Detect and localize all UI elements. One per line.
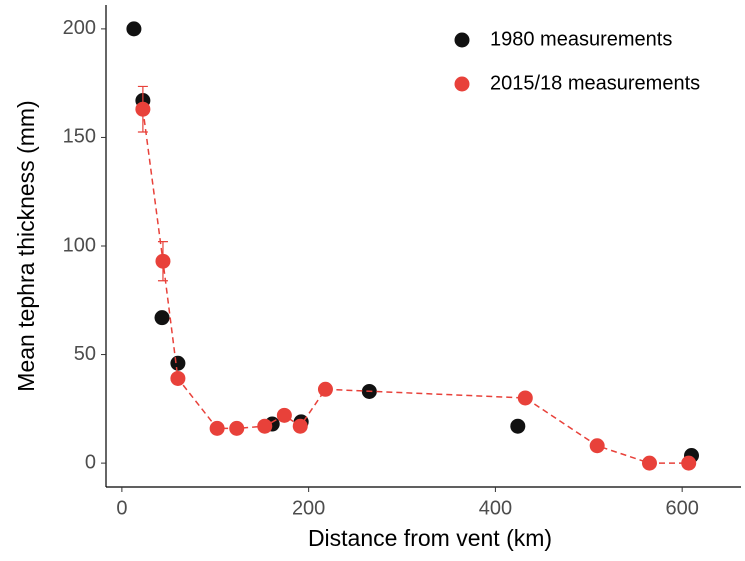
x-tick-label: 400 xyxy=(479,497,512,519)
y-tick-label: 150 xyxy=(63,126,96,148)
x-axis-label: Distance from vent (km) xyxy=(308,525,552,551)
x-tick-label: 600 xyxy=(665,497,698,519)
legend-marker xyxy=(454,76,470,92)
point xyxy=(276,407,292,423)
point xyxy=(257,418,273,434)
point xyxy=(155,253,171,269)
point xyxy=(510,418,526,434)
y-tick-label: 50 xyxy=(74,343,96,365)
point xyxy=(229,420,245,436)
point xyxy=(154,310,170,326)
point xyxy=(641,455,657,471)
y-tick-label: 100 xyxy=(63,234,96,256)
point xyxy=(170,370,186,386)
legend-marker xyxy=(454,32,470,48)
point xyxy=(681,455,697,471)
point xyxy=(170,355,186,371)
point xyxy=(209,420,225,436)
y-axis-label: Mean tephra thickness (mm) xyxy=(13,100,39,391)
point xyxy=(126,21,142,37)
y-tick-label: 200 xyxy=(63,17,96,39)
series-line xyxy=(142,109,689,464)
point xyxy=(517,390,533,406)
point xyxy=(317,381,333,397)
x-tick-label: 200 xyxy=(292,497,325,519)
point xyxy=(589,438,605,454)
legend-label: 1980 measurements xyxy=(490,28,672,50)
x-tick-label: 0 xyxy=(116,497,127,519)
point xyxy=(135,101,151,117)
y-tick-label: 0 xyxy=(85,451,96,473)
legend-label: 2015/18 measurements xyxy=(490,72,700,94)
point xyxy=(292,418,308,434)
